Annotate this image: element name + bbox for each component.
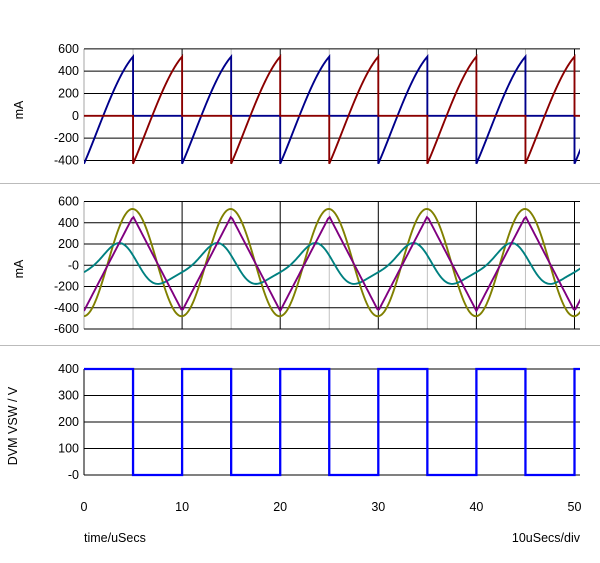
svg-text:20: 20 <box>273 500 287 514</box>
svg-text:-200: -200 <box>54 280 79 294</box>
svg-text:400: 400 <box>58 64 79 78</box>
svg-text:mA: mA <box>12 100 26 119</box>
svg-text:-0: -0 <box>68 468 79 482</box>
svg-text:40: 40 <box>469 500 483 514</box>
svg-text:-400: -400 <box>54 153 79 167</box>
svg-text:200: 200 <box>58 86 79 100</box>
svg-text:30: 30 <box>371 500 385 514</box>
svg-text:300: 300 <box>58 389 79 403</box>
svg-text:DVM VSW / V: DVM VSW / V <box>6 386 20 465</box>
svg-text:-0: -0 <box>68 258 79 272</box>
svg-text:0: 0 <box>81 500 88 514</box>
svg-text:10uSecs/div: 10uSecs/div <box>512 531 581 545</box>
svg-text:-200: -200 <box>54 131 79 145</box>
svg-text:400: 400 <box>58 362 79 376</box>
svg-text:100: 100 <box>58 442 79 456</box>
svg-text:200: 200 <box>58 415 79 429</box>
svg-text:10: 10 <box>175 500 189 514</box>
svg-text:600: 600 <box>58 195 79 209</box>
svg-text:0: 0 <box>72 109 79 123</box>
svg-text:mA: mA <box>12 259 26 278</box>
svg-text:400: 400 <box>58 216 79 230</box>
svg-text:200: 200 <box>58 237 79 251</box>
svg-text:50: 50 <box>568 500 582 514</box>
svg-text:600: 600 <box>58 42 79 56</box>
svg-text:-600: -600 <box>54 322 79 336</box>
svg-text:time/uSecs: time/uSecs <box>84 531 146 545</box>
svg-text:-400: -400 <box>54 301 79 315</box>
